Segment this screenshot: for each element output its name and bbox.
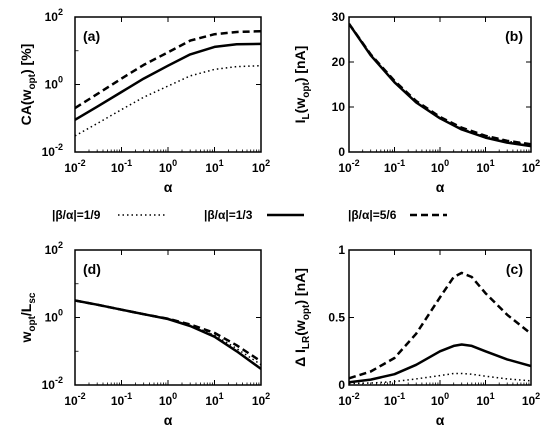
y-axis-label-d: wopt/Lsc — [18, 292, 38, 343]
x-tick-label-a: 102 — [252, 158, 270, 175]
series-line-d-dashed — [75, 299, 261, 363]
x-tick-label-b: 10-2 — [338, 158, 359, 175]
series-line-b-dashed — [349, 23, 531, 146]
x-tick-label-d: 101 — [205, 391, 223, 408]
x-tick-label-a: 101 — [205, 158, 223, 175]
series-line-d-dotted — [75, 299, 261, 366]
x-axis-label-b: α — [436, 179, 445, 195]
series-line-b-dotted — [349, 23, 531, 146]
y-axis-label-c: Δ ILR(wopt) [nA] — [292, 268, 312, 367]
x-tick-label-b: 100 — [431, 158, 449, 175]
y-tick-label-d: 100 — [45, 308, 63, 325]
series-line-d-solid — [75, 299, 261, 370]
plot-frame-c — [348, 249, 532, 386]
y-tick-label-c: 1 — [338, 243, 345, 257]
legend: |β/α|=1/9 |β/α|=1/3 |β/α|=5/6 — [52, 208, 447, 222]
x-tick-label-c: 101 — [476, 391, 494, 408]
x-tick-label-c: 10-1 — [384, 391, 405, 408]
x-tick-label-b: 101 — [476, 158, 494, 175]
y-tick-label-d: 10-2 — [42, 375, 63, 392]
x-tick-label-c: 102 — [522, 391, 540, 408]
panel-label-a: (a) — [83, 28, 100, 44]
panel-label-c: (c) — [506, 261, 523, 277]
series-line-c-dotted — [349, 372, 531, 385]
legend-label-dotted: |β/α|=1/9 — [52, 208, 101, 222]
x-tick-label-a: 10-1 — [111, 158, 132, 175]
x-axis-label-a: α — [164, 179, 173, 195]
y-axis-label-b: IL(wopt) [nA] — [292, 46, 312, 124]
panel-label-b: (b) — [505, 28, 523, 44]
y-tick-label-d: 102 — [45, 240, 63, 257]
panel-d: 10-2 10-1 100 101 102 10-2 100 102 α wopt/Lsc (d) — [18, 240, 270, 428]
y-tick-label-b: 10 — [332, 100, 346, 114]
y-tick-label-a: 100 — [45, 75, 63, 92]
y-tick-label-b: 20 — [332, 55, 346, 69]
series-line-c-dashed — [349, 271, 531, 380]
x-tick-label-d: 10-1 — [111, 391, 132, 408]
x-tick-label-b: 102 — [522, 158, 540, 175]
series-line-c-solid — [349, 343, 531, 384]
x-axis-label-c: α — [436, 412, 445, 428]
series-line-b-solid — [349, 23, 531, 148]
x-axis-label-d: α — [164, 412, 173, 428]
series-line-a-dashed — [75, 29, 261, 110]
series-line-a-dotted — [75, 64, 261, 137]
x-tick-label-b: 10-1 — [384, 158, 405, 175]
y-tick-label-c: 0 — [338, 378, 345, 392]
x-tick-label-a: 10-2 — [64, 158, 85, 175]
panel-a: 10-2 10-1 100 101 102 10-2 100 102 α CA(wopt) [%]… — [18, 7, 270, 195]
legend-label-dashed: |β/α|=5/6 — [348, 208, 397, 222]
panel-label-d: (d) — [83, 261, 101, 277]
plot-frame-a — [74, 16, 262, 153]
plot-frame-b — [348, 16, 532, 153]
y-tick-label-b: 30 — [332, 10, 346, 24]
y-axis-label-a: CA(wopt) [%] — [18, 44, 38, 126]
y-tick-label-a: 102 — [45, 7, 63, 24]
y-tick-label-a: 10-2 — [42, 142, 63, 159]
x-tick-label-c: 100 — [431, 391, 449, 408]
x-tick-label-c: 10-2 — [338, 391, 359, 408]
x-tick-label-a: 100 — [159, 158, 177, 175]
y-tick-label-c: 0.5 — [328, 311, 345, 325]
x-tick-label-d: 10-2 — [64, 391, 85, 408]
x-tick-label-d: 102 — [252, 391, 270, 408]
panel-c: 10-2 10-1 100 101 102 0 0.5 1 α Δ ILR(wopt) [nA] (… — [292, 243, 540, 428]
legend-label-solid: |β/α|=1/3 — [204, 208, 253, 222]
series-line-a-solid — [75, 42, 261, 121]
x-tick-label-d: 100 — [159, 391, 177, 408]
y-tick-label-b: 0 — [338, 145, 345, 159]
